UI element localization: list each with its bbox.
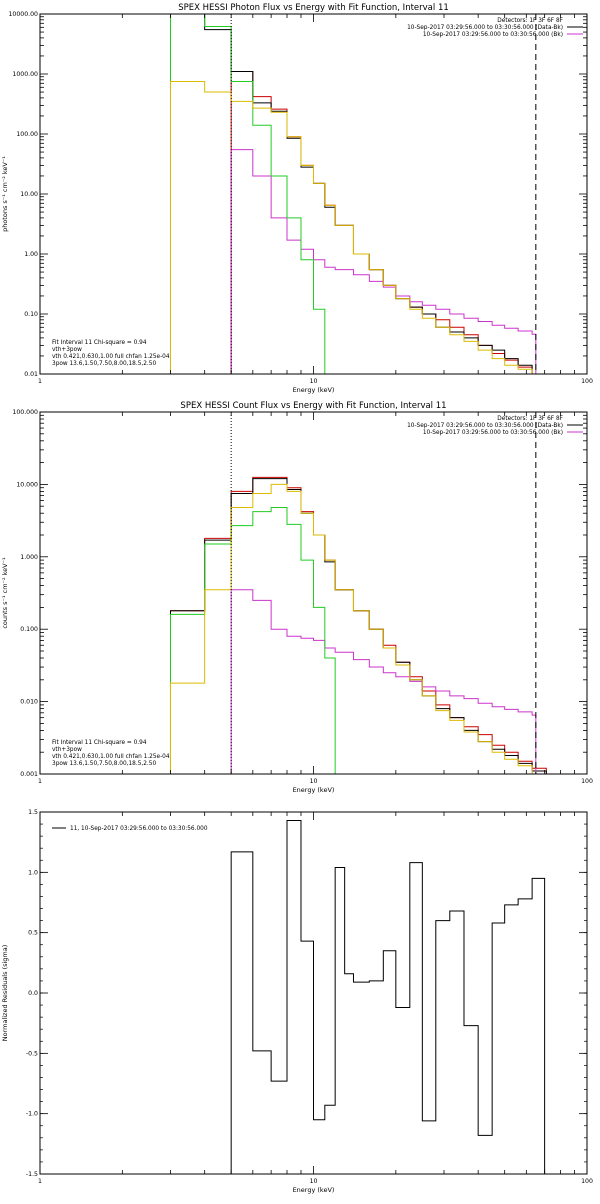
chart-title: SPEX HESSI Photon Flux vs Energy with Fi… <box>178 3 449 13</box>
y-tick-label: 100.000 <box>12 409 38 416</box>
x-axis: 1 10 100 <box>38 14 593 385</box>
series-group <box>230 819 546 1174</box>
legend-entry: Detectors: 1F 3F 6F 8F <box>497 18 563 24</box>
legend-entry: 11, 10-Sep-2017 03:29:56.000 to 03:30:56… <box>70 826 208 832</box>
x-axis-label: Energy (keV) <box>293 786 335 794</box>
series-line-3 <box>230 149 537 374</box>
x-tick-label: 1 <box>38 778 42 785</box>
legend-entry: vth+3pow <box>52 347 82 353</box>
legend-entry: vth 0.421,0.630,1.00 full chfan 1.25e-04 <box>52 354 170 360</box>
series-line-1 <box>230 71 547 374</box>
y-tick-label: 100.00 <box>16 131 38 138</box>
y-tick-label: 10.00 <box>20 191 38 198</box>
series-line-2 <box>169 14 547 374</box>
x-axis-label: Energy (keV) <box>293 386 335 394</box>
y-tick-label: 0.01 <box>24 371 38 378</box>
y-tick-label: 0.100 <box>20 626 38 633</box>
series-line-1 <box>230 819 546 1174</box>
y-tick-label: 1.5 <box>28 809 38 816</box>
legend-top-left: 11, 10-Sep-2017 03:29:56.000 to 03:30:56… <box>52 826 208 832</box>
x-tick-label: 10 <box>310 378 318 385</box>
y-tick-label: 0.001 <box>20 771 38 778</box>
y-axis: 0.01 0.10 1.00 10.00 100.00 1000.00 10000.00 <box>8 11 587 378</box>
y-tick-label: 0.5 <box>28 930 38 937</box>
chart-panel-2: SPEX HESSI Count Flux vs Energy with Fit… <box>1 401 593 794</box>
y-tick-label: -1.0 <box>26 1111 38 1118</box>
y-axis-label: photons s⁻¹ cm⁻² keV⁻¹ <box>1 156 9 232</box>
x-tick-label: 1 <box>38 1178 42 1185</box>
series-line-4 <box>169 506 336 774</box>
series-line-3 <box>230 589 537 774</box>
legend-entry: 3pow 13.6,1.50,7.50,8.00,18.5,2.50 <box>52 761 156 767</box>
series-line-2 <box>169 478 547 774</box>
chart-title: SPEX HESSI Count Flux vs Energy with Fit… <box>180 401 446 411</box>
y-tick-label: 1.0 <box>28 869 38 876</box>
x-tick-label: 100 <box>581 1178 593 1185</box>
legend-entry: vth+3pow <box>52 747 82 753</box>
y-tick-label: 0.0 <box>28 990 38 997</box>
legend-entry: vth 0.421,0.630,1.00 full chfan 1.25e-04 <box>52 754 170 760</box>
y-axis-label: Normalized Residuals (sigma) <box>1 945 9 1042</box>
legend-entry: Fit Interval 11 Chi-square = 0.94 <box>52 340 147 346</box>
x-axis: 1 10 100 <box>38 812 593 1185</box>
legend-entry: Fit Interval 11 Chi-square = 0.94 <box>52 740 147 746</box>
y-tick-label: 0.10 <box>24 311 38 318</box>
y-axis: 0.001 0.010 0.100 1.000 10.000 100.000 <box>12 409 587 778</box>
x-tick-label: 10 <box>310 778 318 785</box>
plot-frame <box>39 13 588 375</box>
y-tick-label: -0.5 <box>26 1050 38 1057</box>
y-tick-label: 0.010 <box>20 699 38 706</box>
legend-bottom-left: Fit Interval 11 Chi-square = 0.94vth+3po… <box>52 340 170 367</box>
y-tick-label: -1.5 <box>26 1171 38 1178</box>
y-tick-label: 1.000 <box>20 554 38 561</box>
y-tick-label: 1.00 <box>24 251 38 258</box>
series-group <box>169 14 547 374</box>
legend-entry: 3pow 13.6,1.50,7.50,8.00,18.5,2.50 <box>52 361 156 367</box>
x-tick-label: 10 <box>310 1178 318 1185</box>
y-tick-label: 10.000 <box>16 481 38 488</box>
x-axis: 1 10 100 <box>38 412 593 785</box>
x-tick-label: 100 <box>581 778 593 785</box>
legend-entry: Detectors: 1F 3F 6F 8F <box>497 416 563 422</box>
legend-entry: 10-Sep-2017 03:29:56.000 to 03:30:56.000… <box>407 25 563 31</box>
legend-entry: 10-Sep-2017 03:29:56.000 to 03:30:56.000… <box>423 32 563 38</box>
legend-entry: 10-Sep-2017 03:29:56.000 to 03:30:56.000… <box>407 423 563 429</box>
y-axis: -1.5 -1.0 -0.5 0.0 0.5 1.0 1.5 <box>26 809 587 1178</box>
legend-bottom-left: Fit Interval 11 Chi-square = 0.94vth+3po… <box>52 740 170 767</box>
series-line-1 <box>169 476 547 774</box>
y-tick-label: 10000.00 <box>8 11 38 18</box>
x-axis-label: Energy (keV) <box>293 1186 335 1194</box>
series-line-5 <box>169 81 547 374</box>
chart-panel-1: SPEX HESSI Photon Flux vs Energy with Fi… <box>1 3 593 394</box>
y-axis-label: counts s⁻¹ cm⁻² keV⁻¹ <box>1 557 9 629</box>
series-group <box>169 476 547 774</box>
series-line-4 <box>169 14 336 374</box>
x-tick-label: 1 <box>38 378 42 385</box>
x-tick-label: 100 <box>581 378 593 385</box>
legend-entry: 10-Sep-2017 03:29:56.000 to 03:30:56.000… <box>423 430 563 436</box>
y-tick-label: 1000.00 <box>12 71 38 78</box>
series-line-5 <box>169 483 547 774</box>
